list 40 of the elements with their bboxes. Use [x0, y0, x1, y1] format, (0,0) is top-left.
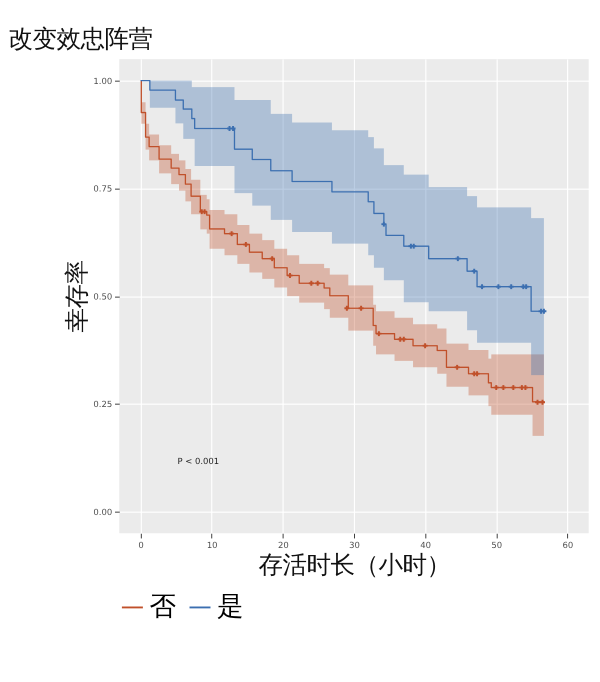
point — [376, 331, 382, 336]
point — [454, 364, 460, 370]
point — [494, 385, 499, 390]
point — [535, 400, 540, 405]
legend-label: 否 — [149, 592, 176, 622]
point — [243, 242, 248, 247]
x-tick-label: 60 — [562, 540, 574, 550]
x-tick-label: 10 — [206, 540, 218, 550]
y-axis-title: 幸存率 — [62, 260, 91, 333]
point — [540, 400, 545, 405]
y-tick-label: 0.00 — [93, 507, 112, 517]
point — [508, 284, 514, 290]
point — [202, 209, 208, 214]
x-tick-label: 40 — [420, 540, 431, 550]
x-tick-label: 0 — [138, 540, 144, 550]
point — [522, 385, 528, 390]
x-tick-label: 30 — [349, 540, 360, 550]
x-tick-label: 20 — [278, 540, 289, 550]
chart-title: 改变效忠阵营 — [8, 24, 152, 53]
point — [480, 284, 485, 290]
point — [401, 336, 406, 342]
point — [524, 284, 529, 290]
x-axis-title: 存活时长（小时） — [258, 550, 450, 580]
point — [455, 256, 460, 262]
y-tick-label: 0.50 — [93, 291, 112, 302]
annotation: P < 0.001 — [177, 456, 220, 466]
x-tick-label: 50 — [491, 540, 502, 550]
point — [474, 371, 480, 376]
point — [270, 256, 275, 262]
point — [496, 284, 501, 290]
point — [472, 268, 477, 274]
point — [229, 231, 234, 236]
point — [510, 385, 516, 390]
point — [287, 273, 292, 278]
legend-label: 是 — [216, 592, 243, 622]
y-tick-label: 0.25 — [93, 399, 112, 410]
y-tick-label: 1.00 — [93, 76, 112, 86]
point — [381, 222, 386, 227]
point — [500, 385, 506, 390]
y-tick-label: 0.75 — [93, 184, 112, 194]
